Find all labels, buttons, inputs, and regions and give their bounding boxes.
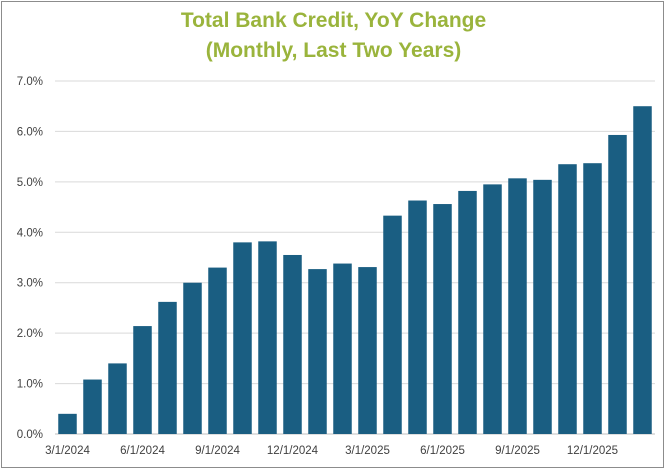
bar-11/1/2024: [258, 241, 277, 434]
x-tick-label: 3/1/2025: [345, 445, 390, 457]
bar-5/1/2024: [108, 363, 127, 434]
x-tick-label: 6/1/2025: [420, 445, 465, 457]
bar-6/1/2024: [133, 326, 152, 434]
x-tick-label: 12/1/2024: [267, 445, 319, 457]
bar-1/1/2025: [308, 269, 327, 434]
bar-8/1/2025: [483, 184, 502, 434]
x-tick-label: 9/1/2024: [195, 445, 240, 457]
x-tick-label: 3/1/2024: [45, 445, 90, 457]
y-tick-label: 5.0%: [17, 177, 43, 189]
bar-12/1/2025: [583, 163, 602, 434]
bar-4/1/2025: [383, 215, 402, 434]
bar-8/1/2024: [183, 282, 202, 434]
chart-title-line-1: Total Bank Credit, YoY Change: [180, 9, 487, 32]
x-tick-label: 12/1/2025: [567, 445, 618, 457]
y-tick-label: 0.0%: [17, 429, 43, 441]
y-axis-ticks: 0.0% 1.0% 2.0% 3.0% 4.0% 5.0% 6.0% 7.0%: [17, 76, 43, 441]
bar-5/1/2025: [408, 200, 427, 434]
x-tick-label: 9/1/2025: [495, 445, 540, 457]
bar-12/1/2024: [283, 254, 302, 434]
bar-2/1/2026: [633, 106, 652, 434]
x-axis-ticks: 3/1/2024 6/1/2024 9/1/2024 12/1/2024 3/1/202…: [45, 445, 618, 457]
bar-3/1/2025: [358, 267, 377, 434]
y-tick-label: 7.0%: [17, 76, 43, 88]
bar-2/1/2025: [333, 263, 352, 434]
y-tick-label: 1.0%: [17, 379, 43, 391]
bar-1/1/2026: [608, 134, 627, 435]
chart-title-line-2: (Monthly, Last Two Years): [205, 39, 462, 62]
bar-9/1/2024: [208, 267, 227, 434]
y-tick-label: 2.0%: [17, 328, 43, 340]
bar-6/1/2025: [433, 204, 452, 434]
bar-7/1/2024: [158, 301, 177, 434]
bar-3/1/2024: [58, 413, 77, 434]
bar-11/1/2025: [558, 164, 577, 434]
bar-7/1/2025: [458, 190, 477, 434]
bars: [58, 106, 652, 435]
chart-title: Total Bank Credit, YoY Change (Monthly, …: [0, 6, 667, 66]
gridlines: [55, 80, 655, 435]
bar-4/1/2024: [83, 379, 102, 434]
bar-9/1/2025: [508, 178, 527, 434]
y-tick-label: 3.0%: [17, 278, 43, 290]
bar-10/1/2024: [233, 242, 252, 434]
x-tick-label: 6/1/2024: [120, 445, 165, 457]
y-tick-label: 6.0%: [17, 126, 43, 138]
bar-10/1/2025: [533, 179, 552, 434]
y-tick-label: 4.0%: [17, 227, 43, 239]
